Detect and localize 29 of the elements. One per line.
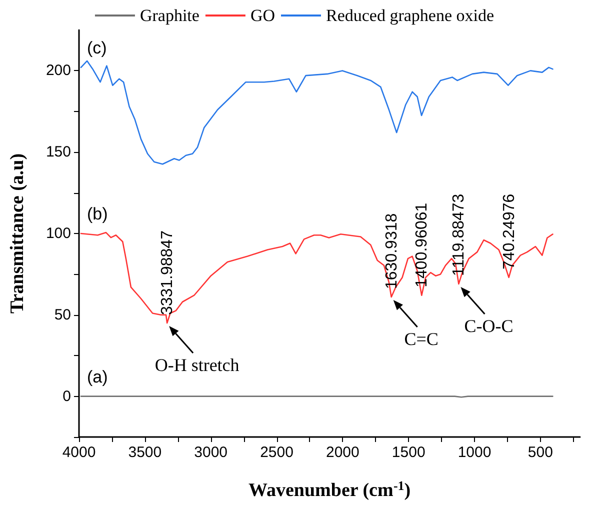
x-tick-label: 2000 xyxy=(326,444,360,461)
legend-label: GO xyxy=(250,6,276,25)
y-tick-label: 0 xyxy=(62,388,71,405)
annotation: 740.24976 xyxy=(500,194,518,270)
x-tick-label: 3000 xyxy=(194,444,228,461)
legend-label: Reduced graphene oxide xyxy=(326,6,494,25)
x-tick-label: 1500 xyxy=(392,444,426,461)
y-axis-title: Transmittance (a.u) xyxy=(7,153,28,314)
annotation: C-O-C xyxy=(464,316,514,336)
annotation: C=C xyxy=(404,328,438,349)
x-tick-label: 4000 xyxy=(62,444,96,461)
annotation: (b) xyxy=(86,204,108,224)
x-tick-label: 2500 xyxy=(260,444,294,461)
legend-label: Graphite xyxy=(140,6,200,25)
x-tick-label: 1000 xyxy=(458,444,492,461)
annotation: 3331.98847 xyxy=(159,230,176,316)
x-tick-label: 3500 xyxy=(128,444,162,461)
line-series xyxy=(80,60,554,165)
x-tick-label: 500 xyxy=(528,444,553,461)
annotation: 1119.88473 xyxy=(450,194,468,276)
annotation: O-H stretch xyxy=(154,355,240,376)
annotation: (c) xyxy=(86,38,107,58)
annotation: 1630.9318 xyxy=(383,213,400,289)
annotation: 1400.96061 xyxy=(414,202,431,288)
y-tick-label: 100 xyxy=(46,225,71,242)
y-tick-label: 50 xyxy=(54,306,71,324)
y-tick-label: 150 xyxy=(46,144,71,161)
y-tick-label: 200 xyxy=(46,62,71,80)
annotation: (a) xyxy=(86,367,108,386)
